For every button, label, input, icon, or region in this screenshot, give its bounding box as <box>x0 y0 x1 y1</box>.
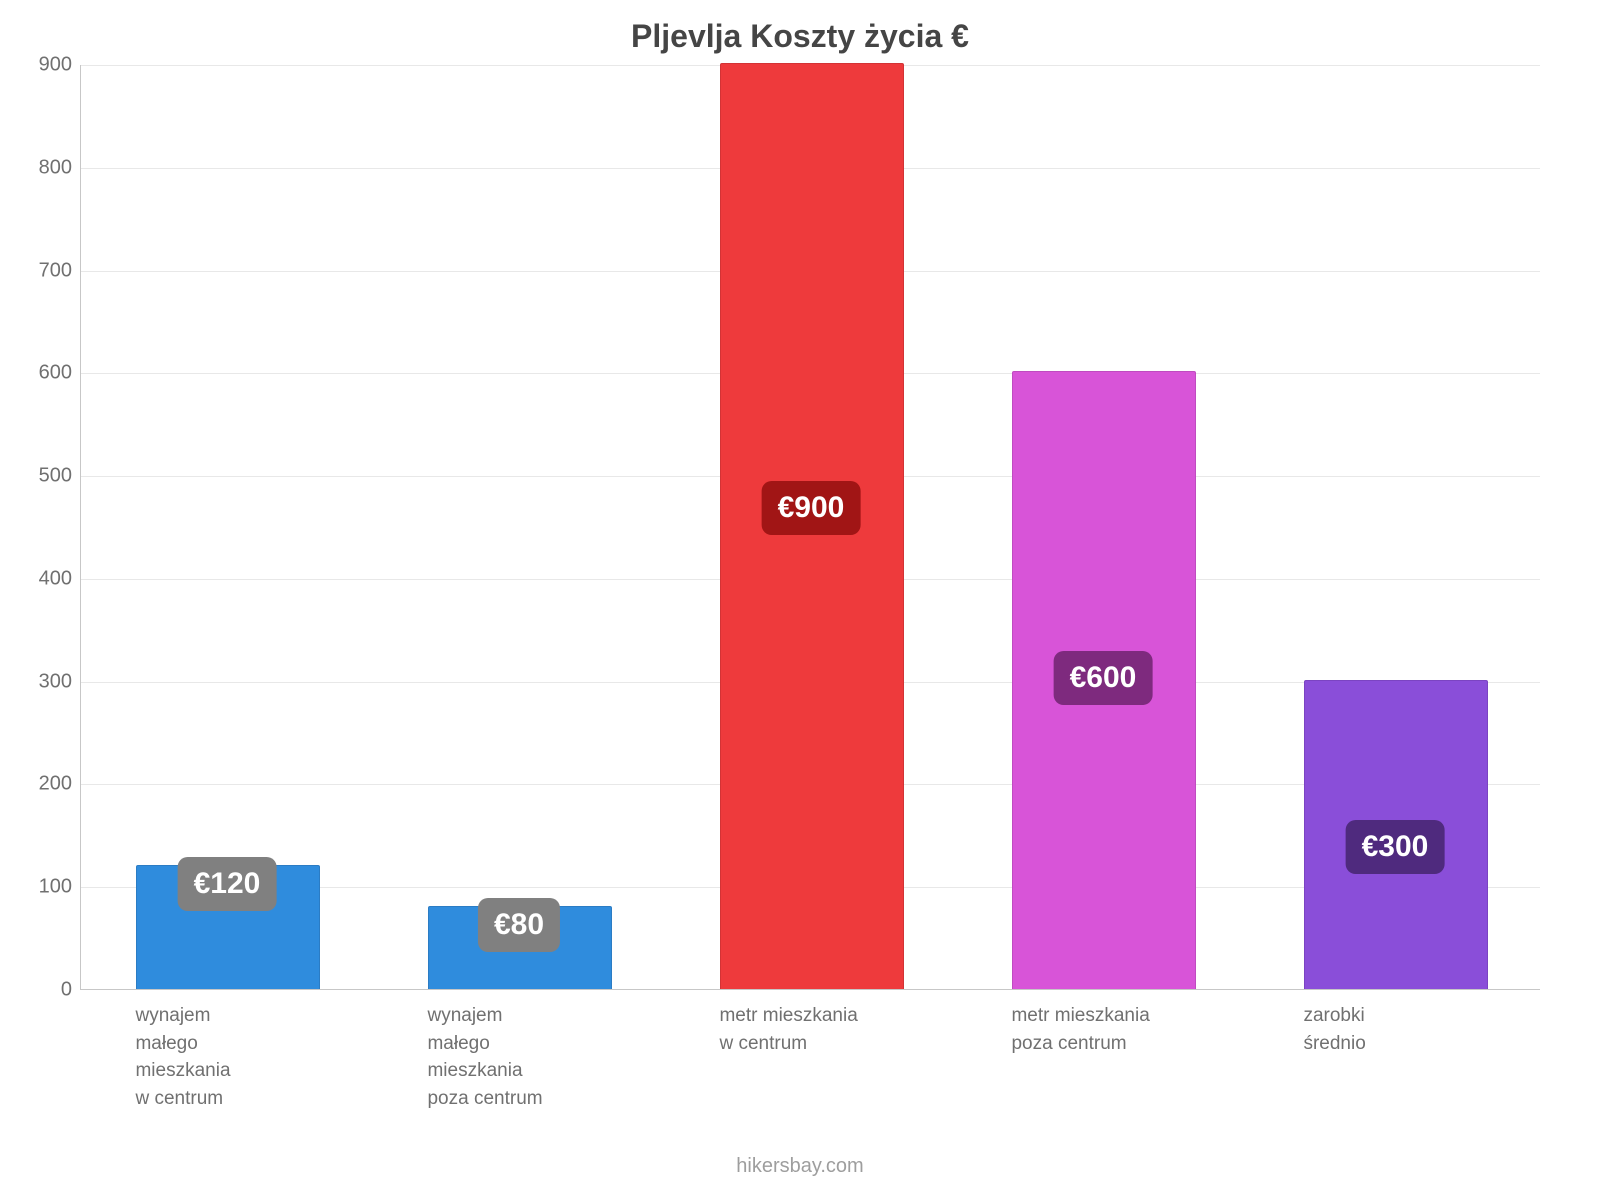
y-tick-label: 800 <box>12 156 72 179</box>
y-tick-label: 600 <box>12 362 72 385</box>
y-tick-label: 500 <box>12 465 72 488</box>
cost-of-living-chart: Pljevlja Koszty życia € €120€80€900€600€… <box>0 0 1600 1200</box>
bar-value-label: €600 <box>1054 651 1153 705</box>
bar-value-label: €80 <box>478 898 560 952</box>
y-tick-label: 400 <box>12 567 72 590</box>
x-category-label: wynajem małego mieszkania w centrum <box>135 1002 316 1112</box>
bar-value-label: €120 <box>178 857 277 911</box>
y-tick-label: 200 <box>12 773 72 796</box>
x-category-label: zarobki średnio <box>1303 1002 1484 1057</box>
y-tick-label: 100 <box>12 876 72 899</box>
x-category-label: wynajem małego mieszkania poza centrum <box>427 1002 608 1112</box>
bar-value-label: €300 <box>1346 820 1445 874</box>
bar-value-label: €900 <box>762 481 861 535</box>
y-tick-label: 300 <box>12 670 72 693</box>
x-category-label: metr mieszkania poza centrum <box>1011 1002 1192 1057</box>
plot-area: €120 €80 €900 €600 €300 <box>80 65 1540 990</box>
chart-footer: hikersbay.com <box>0 1155 1600 1178</box>
chart-title: Pljevlja Koszty życia € <box>0 18 1600 55</box>
y-tick-label: 900 <box>12 54 72 77</box>
y-tick-label: 700 <box>12 259 72 282</box>
y-tick-label: 0 <box>12 979 72 1002</box>
x-category-label: metr mieszkania w centrum <box>719 1002 900 1057</box>
